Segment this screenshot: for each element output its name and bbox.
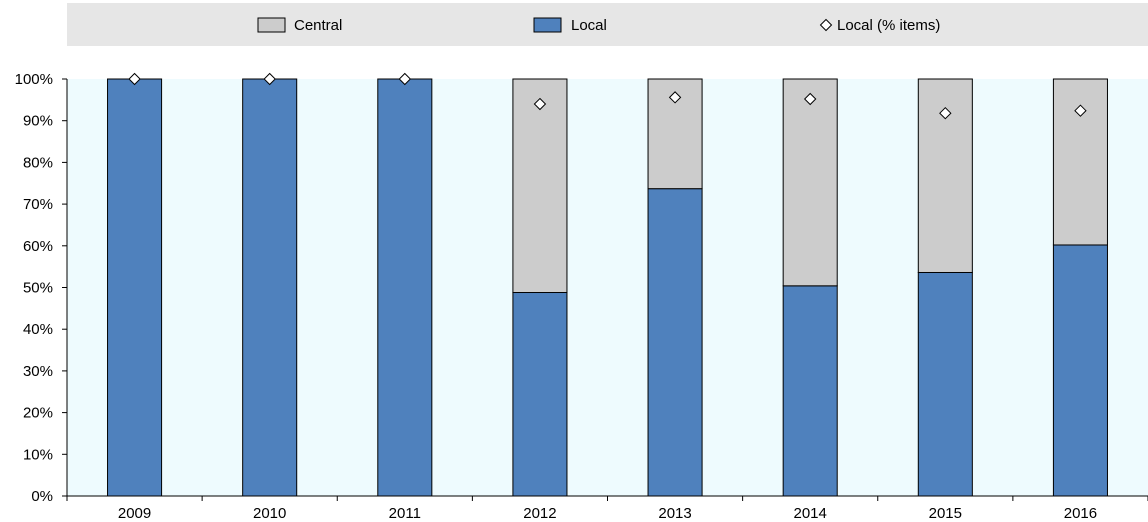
- bar-local: [782, 285, 838, 497]
- bar-local: [107, 78, 163, 497]
- x-tick-label: 2014: [794, 505, 827, 522]
- y-axis: 0% 10% 20% 30% 40% 50% 60% 70% 80% 90% 100%: [15, 71, 68, 505]
- marker-local-pct-items: [1074, 104, 1087, 117]
- y-tick-label: 40%: [23, 321, 53, 338]
- x-tick-label: 2015: [929, 505, 962, 522]
- x-axis: 2009 2010 2011 2012 2013 2014 2015 2016: [66, 495, 1148, 522]
- y-tick-label: 100%: [15, 71, 53, 88]
- y-tick-label: 50%: [23, 280, 53, 297]
- y-tick-label: 90%: [23, 113, 53, 130]
- x-tick-label: 2010: [253, 505, 286, 522]
- bar-local: [647, 188, 703, 497]
- legend-background: [67, 3, 1148, 46]
- x-tick-label: 2012: [523, 505, 556, 522]
- legend-label-local-pct-items: Local (% items): [837, 17, 940, 34]
- bars: [107, 78, 1108, 497]
- y-tick-label: 10%: [23, 446, 53, 463]
- marker-local-pct-items: [398, 72, 412, 86]
- bar-local: [242, 78, 298, 497]
- y-tick-label: 60%: [23, 238, 53, 255]
- markers: [128, 72, 1087, 120]
- plot-area: [67, 79, 1148, 496]
- bar-local: [1052, 244, 1108, 497]
- marker-local-pct-items: [939, 106, 952, 120]
- bar-local: [377, 78, 433, 497]
- bar-central: [1052, 78, 1108, 246]
- legend-item-local-pct-items: Local (% items): [819, 17, 940, 34]
- legend-label-local: Local: [571, 17, 607, 34]
- marker-local-pct-items: [533, 97, 547, 111]
- legend-swatch-central: [257, 17, 286, 33]
- marker-local-pct-items: [263, 72, 276, 86]
- x-tick-label: 2016: [1064, 505, 1097, 522]
- bar-central: [782, 78, 838, 287]
- x-tick-label: 2009: [118, 505, 151, 522]
- marker-local-pct-items: [668, 91, 682, 104]
- y-tick-label: 70%: [23, 196, 53, 213]
- marker-local-pct-items: [803, 92, 817, 106]
- legend-label-central: Central: [294, 17, 342, 34]
- x-tick-label: 2013: [658, 505, 691, 522]
- marker-local-pct-items: [128, 72, 141, 86]
- x-tick-label: 2011: [389, 505, 421, 522]
- legend-item-central: Central: [257, 17, 342, 34]
- y-tick-label: 0%: [31, 488, 53, 505]
- legend: Central Local Local (% items): [67, 3, 1148, 46]
- bar-central: [512, 78, 568, 294]
- bar-local: [917, 271, 973, 497]
- legend-item-local: Local: [533, 17, 607, 34]
- legend-swatch-local: [533, 17, 562, 33]
- legend-marker-diamond-icon: [819, 18, 833, 32]
- bar-local: [512, 292, 568, 497]
- y-tick-label: 20%: [23, 405, 53, 422]
- y-tick-label: 30%: [23, 363, 53, 380]
- y-tick-label: 80%: [23, 154, 53, 171]
